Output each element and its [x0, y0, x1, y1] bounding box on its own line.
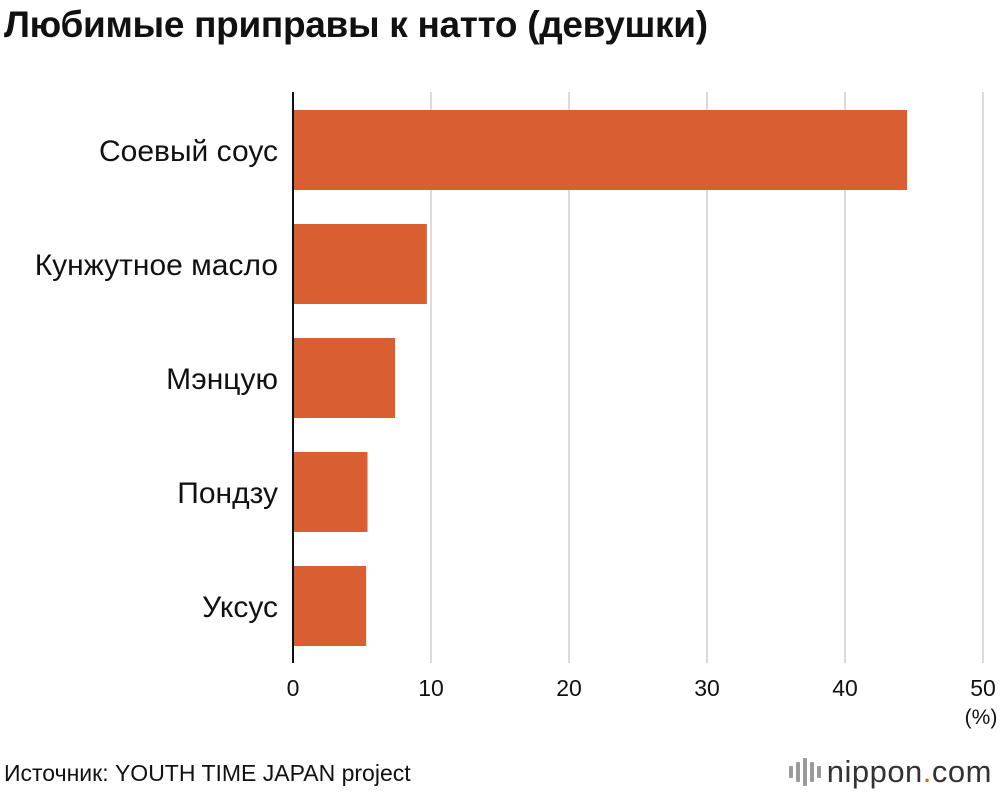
category-label: Пондзу [177, 477, 278, 510]
category-label: Соевый соус [99, 135, 278, 168]
x-tick-label: 20 [556, 675, 582, 701]
category-label: Уксус [202, 591, 278, 624]
nippon-logo-text: nippon.com [826, 754, 992, 789]
category-label: Кунжутное масло [35, 249, 278, 282]
category-labels: Соевый соус Кунжутное масло Мэнцую Пондзу Ук… [35, 135, 278, 624]
x-tick-label: 40 [832, 675, 858, 701]
bar [293, 566, 367, 646]
category-label: Мэнцую [166, 363, 278, 396]
bar [293, 452, 368, 532]
nippon-logo: nippon.com [788, 754, 992, 790]
bar [293, 224, 427, 304]
chart-title: Любимые приправы к натто (девушки) [4, 4, 708, 45]
x-tick-label: 30 [694, 675, 720, 701]
nippon-logo-icon [788, 757, 821, 787]
x-tick-label: 0 [287, 675, 300, 701]
source-note: Источник: YOUTH TIME JAPAN project [4, 760, 411, 786]
bars [293, 110, 908, 646]
x-axis-unit: (%) [965, 706, 998, 729]
x-tick-label: 10 [418, 675, 444, 701]
x-tick-label: 50 [970, 675, 996, 701]
bar-chart: Соевый соус Кунжутное масло Мэнцую Пондзу Ук… [35, 92, 998, 729]
bar [293, 110, 908, 190]
bar [293, 338, 396, 418]
x-tick-labels: 0 10 20 30 40 50 [287, 675, 996, 701]
